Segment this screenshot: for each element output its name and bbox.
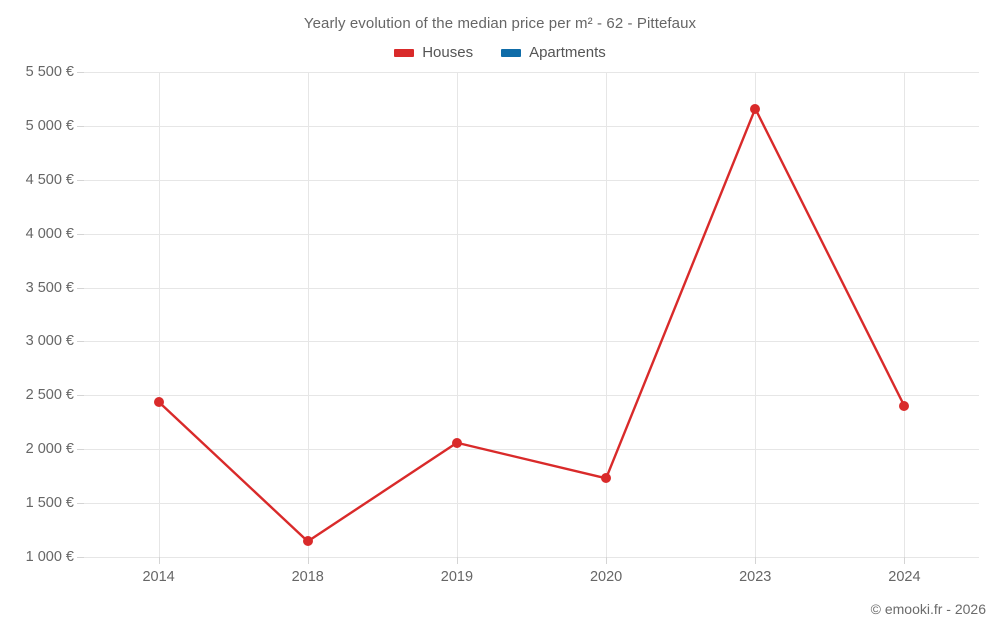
series-lines bbox=[157, 107, 906, 543]
y-axis-label: 5 500 € bbox=[25, 64, 74, 80]
y-axis-label: 2 000 € bbox=[25, 441, 74, 458]
legend-item-label: Apartments bbox=[529, 44, 606, 61]
x-axis-tick bbox=[158, 557, 160, 564]
legend-item-label: Houses bbox=[422, 44, 474, 61]
y-axis-tick bbox=[77, 287, 84, 289]
plot-area: 2014 2018 2019 2020 2023 2024 bbox=[77, 72, 979, 585]
line-swatch-icon bbox=[501, 48, 522, 57]
data-point-marker[interactable] bbox=[302, 536, 313, 547]
data-point-marker[interactable] bbox=[153, 396, 164, 407]
y-axis-tick bbox=[77, 341, 84, 343]
gridline-horizontal bbox=[84, 557, 979, 558]
gridline-horizontal bbox=[84, 503, 979, 505]
y-axis-tick bbox=[77, 179, 84, 181]
x-axis-label: 2024 bbox=[888, 569, 921, 585]
gridline-horizontal bbox=[84, 233, 979, 235]
gridline-horizontal bbox=[84, 395, 979, 397]
x-axis-tick bbox=[904, 557, 906, 564]
y-axis-label: 2 500 € bbox=[25, 387, 74, 404]
y-axis-label: 5 000 € bbox=[25, 117, 74, 134]
chart-legend: Houses Apartments bbox=[0, 44, 1000, 61]
gridline-horizontal bbox=[84, 179, 979, 181]
y-axis-tick bbox=[77, 233, 84, 235]
gridline-horizontal bbox=[84, 287, 979, 289]
y-axis-tick bbox=[77, 557, 84, 558]
y-axis-label: 1 500 € bbox=[25, 495, 74, 512]
y-axis-tick bbox=[77, 395, 84, 397]
x-axis-label: 2019 bbox=[440, 569, 474, 585]
x-axis-label: 2023 bbox=[739, 569, 772, 585]
x-axis-label: 2014 bbox=[142, 569, 175, 585]
credit-text: © emooki.fr - 2026 bbox=[870, 601, 986, 617]
gridline-vertical bbox=[307, 72, 309, 557]
legend-item-houses[interactable]: Houses bbox=[394, 44, 473, 61]
gridline-horizontal bbox=[84, 125, 979, 127]
y-axis-labels: 1 000 € 1 500 € 2 000 € 2 500 € 3 000 € 3 500… bbox=[0, 64, 74, 565]
y-axis-tick bbox=[77, 503, 84, 505]
y-axis-label: 4 000 € bbox=[25, 225, 74, 242]
y-axis-label: 1 000 € bbox=[25, 549, 74, 565]
series-line-houses bbox=[157, 107, 906, 543]
data-point-marker[interactable] bbox=[750, 103, 761, 114]
data-point-marker[interactable] bbox=[601, 473, 612, 484]
gridline-horizontal bbox=[84, 449, 979, 451]
gridline-vertical bbox=[456, 72, 458, 557]
y-axis-label: 3 500 € bbox=[25, 279, 74, 296]
gridline-horizontal bbox=[84, 72, 979, 73]
x-axis-tick bbox=[307, 557, 309, 564]
x-axis-tick bbox=[606, 557, 608, 564]
chart-title: Yearly evolution of the median price per… bbox=[303, 15, 697, 32]
y-axis-label: 4 500 € bbox=[25, 171, 74, 188]
y-axis-tick bbox=[77, 72, 84, 73]
data-point-marker[interactable] bbox=[451, 437, 462, 448]
data-point-marker[interactable] bbox=[899, 401, 910, 412]
gridline-vertical bbox=[606, 72, 608, 557]
y-axis-tick bbox=[77, 449, 84, 451]
x-axis-label: 2020 bbox=[589, 569, 623, 585]
gridline-horizontal bbox=[84, 341, 979, 343]
gridline-vertical bbox=[755, 72, 757, 557]
line-swatch-icon bbox=[394, 48, 415, 57]
gridline-vertical bbox=[158, 72, 160, 557]
x-axis-tick bbox=[755, 557, 757, 564]
legend-item-apartments[interactable]: Apartments bbox=[501, 44, 606, 61]
gridline-vertical bbox=[904, 72, 906, 557]
y-axis-tick bbox=[77, 125, 84, 127]
x-axis-label: 2018 bbox=[291, 569, 324, 585]
y-axis-label: 3 000 € bbox=[25, 333, 74, 350]
x-axis-tick bbox=[456, 557, 458, 564]
